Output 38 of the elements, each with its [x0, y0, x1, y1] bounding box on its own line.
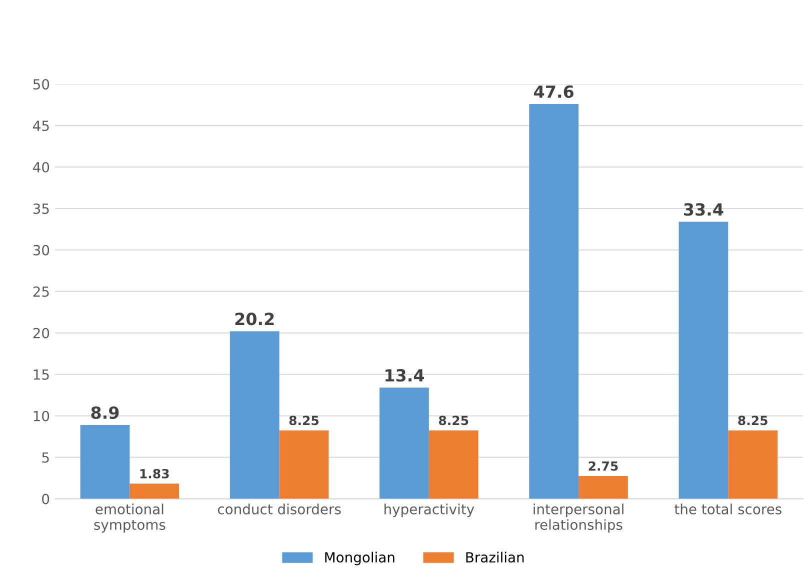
data-label: 33.4 [684, 203, 724, 216]
y-tick-label: 40 [33, 162, 50, 172]
x-tick-label: interpersonal relationships [534, 504, 624, 533]
data-label: 1.83 [140, 468, 169, 478]
y-tick-label: 50 [33, 79, 50, 90]
data-label: 20.2 [235, 312, 274, 326]
y-tick-label: 0 [42, 494, 50, 504]
bar [578, 476, 628, 499]
data-label: 2.75 [588, 461, 618, 471]
data-label: 8.25 [289, 416, 319, 426]
data-label: 47.6 [534, 85, 574, 98]
y-tick-label: 35 [33, 203, 49, 214]
y-tick-label: 15 [34, 370, 49, 380]
legend-label: Mongolian [325, 552, 394, 566]
bar [678, 222, 728, 499]
bar [728, 430, 778, 499]
y-tick-label: 45 [33, 120, 49, 132]
y-tick-label: 5 [42, 452, 49, 463]
data-label: 8.25 [738, 416, 768, 426]
x-tick-label: the total scores [674, 504, 782, 514]
bar [380, 388, 429, 499]
y-tick-label: 10 [34, 410, 50, 422]
x-tick-label: hyperactivity [384, 504, 474, 518]
bar [529, 104, 579, 499]
data-label: 8.9 [91, 406, 119, 419]
bar [80, 424, 130, 499]
bar [230, 331, 280, 499]
data-label: 8.25 [438, 416, 468, 426]
x-tick-label: conduct disorders [218, 504, 341, 514]
legend-label: Brazilian [466, 552, 524, 563]
x-tick-label: emotional symptoms [94, 504, 166, 533]
bar [130, 484, 180, 499]
y-tick-label: 25 [33, 286, 49, 297]
y-tick-label: 20 [33, 328, 50, 338]
data-label: 13.4 [386, 369, 424, 382]
y-tick-label: 30 [33, 244, 50, 256]
bar [279, 430, 329, 499]
bar [428, 430, 478, 499]
